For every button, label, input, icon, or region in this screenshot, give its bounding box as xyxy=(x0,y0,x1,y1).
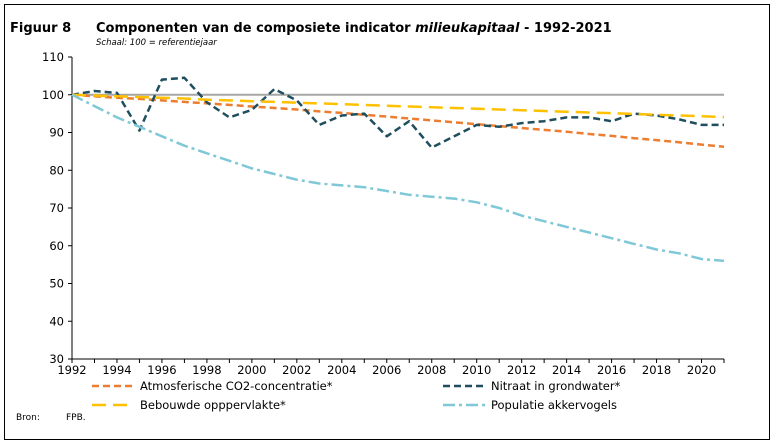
x-tick-label: 2010 xyxy=(462,363,491,377)
x-tick-label: 1998 xyxy=(192,363,221,377)
y-tick-label: 90 xyxy=(49,126,64,140)
y-tick-label: 100 xyxy=(42,88,64,102)
y-tick-label: 70 xyxy=(49,201,64,215)
legend-label-4: Populatie akkervogels xyxy=(491,398,617,412)
legend-label-3: Bebouwde opppervlakte* xyxy=(140,398,286,412)
y-tick-label: 50 xyxy=(49,277,64,291)
x-tick-label: 1996 xyxy=(147,363,176,377)
x-tick-label: 2020 xyxy=(687,363,716,377)
y-tick-label: 110 xyxy=(42,50,64,64)
series-line-1 xyxy=(71,93,725,149)
chart-series xyxy=(71,76,725,263)
x-tick-label: 2008 xyxy=(417,363,446,377)
legend-label-2: Nitraat in grondwater* xyxy=(491,379,621,393)
x-tick-label: 2006 xyxy=(372,363,401,377)
figure-title: Componenten van de composiete indicator … xyxy=(96,21,612,36)
figure-title-main: Componenten van de composiete indicator xyxy=(96,21,416,36)
y-tick-label: 80 xyxy=(49,163,64,177)
series-line-3 xyxy=(71,93,725,119)
figure-label: Figuur 8 xyxy=(10,21,72,36)
x-tick-label: 2004 xyxy=(327,363,356,377)
x-tick-label: 2012 xyxy=(507,363,536,377)
x-tick-label: 2016 xyxy=(597,363,626,377)
x-tick-label: 2018 xyxy=(642,363,671,377)
series-line-2 xyxy=(71,76,724,149)
source-value: FPB. xyxy=(66,413,86,423)
x-tick-label: 2014 xyxy=(552,363,581,377)
series-line-4 xyxy=(71,93,725,263)
x-tick-label: 2000 xyxy=(237,363,266,377)
figure-title-italic: milieukapitaal xyxy=(415,21,520,36)
y-tick-label: 40 xyxy=(49,314,64,328)
x-tick-label: 1994 xyxy=(102,363,131,377)
chart-axes: 30 40 50 60 70 80 90 100 110 1992 1994 1996 1998 2000… xyxy=(42,50,725,377)
legend-label-1: Atmosferische CO2-concentratie* xyxy=(140,379,333,393)
chart-legend: Atmosferische CO2-concentratie* Nitraat i… xyxy=(92,379,621,412)
source-label: Bron: xyxy=(16,413,40,423)
x-tick-label: 1992 xyxy=(57,363,86,377)
figure-subtitle: Schaal: 100 = referentiejaar xyxy=(96,38,217,48)
figure-title-end: - 1992-2021 xyxy=(519,21,612,36)
x-tick-label: 2002 xyxy=(282,363,311,377)
y-tick-label: 30 xyxy=(49,352,64,366)
y-tick-label: 60 xyxy=(49,239,64,253)
figure-frame xyxy=(4,4,770,440)
